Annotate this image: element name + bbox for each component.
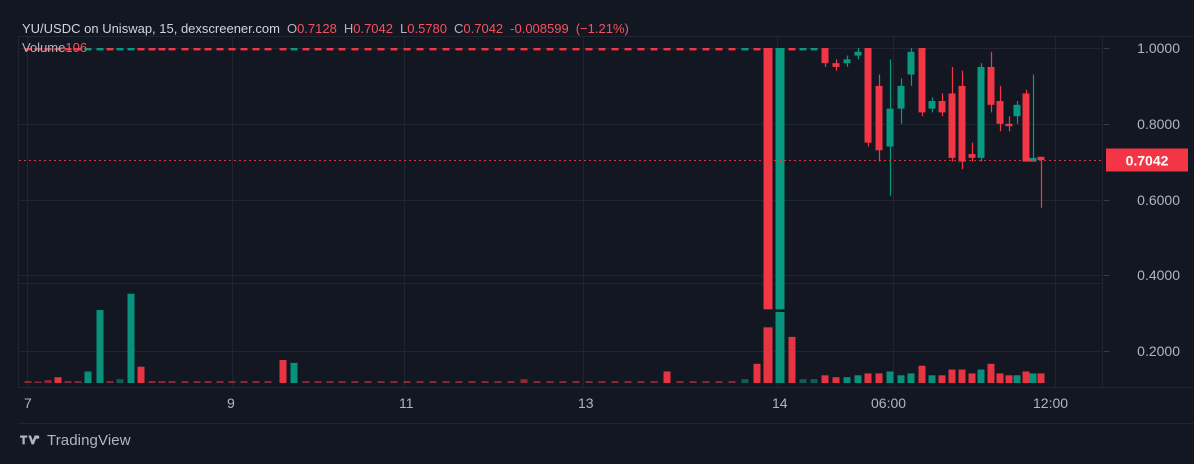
legend-high-label: H bbox=[343, 21, 354, 36]
legend-high-value: 0.7042 bbox=[353, 21, 393, 36]
time-tick-label: 12:00 bbox=[1033, 395, 1069, 411]
time-tick-label: 9 bbox=[227, 395, 235, 411]
time-tick-label: 7 bbox=[24, 395, 32, 411]
chart-legend: YU/USDC on Uniswap, 15, dexscreener.com O… bbox=[22, 21, 629, 37]
tradingview-logo-icon bbox=[20, 434, 40, 448]
legend-open-value: 0.7128 bbox=[297, 21, 337, 36]
price-tick-label: 0.8000 bbox=[1137, 115, 1180, 132]
price-tick-label: 1.0000 bbox=[1137, 40, 1180, 56]
tradingview-wordmark: TradingView bbox=[47, 432, 131, 449]
legend-open-label: O bbox=[286, 21, 298, 36]
price-tick-mark bbox=[1104, 275, 1109, 276]
time-tick-label: 06:00 bbox=[871, 395, 907, 411]
volume-legend-value: 106 bbox=[65, 40, 88, 55]
legend-low-label: L bbox=[400, 21, 408, 36]
time-axis-pane[interactable] bbox=[18, 388, 1194, 424]
price-tick-label: 0.4000 bbox=[1137, 267, 1180, 284]
legend-close-value: 0.7042 bbox=[463, 21, 504, 36]
legend-change-absolute: -0.008599 bbox=[510, 21, 569, 36]
price-tick-label: 0.2000 bbox=[1137, 343, 1180, 359]
legend-close-label: C bbox=[454, 21, 464, 36]
time-tick-label: 14 bbox=[772, 395, 788, 411]
legend-symbol[interactable]: YU/USDC on Uniswap, 15, dexscreener.com bbox=[22, 21, 280, 36]
tradingview-branding[interactable]: TradingView bbox=[20, 432, 131, 449]
price-tick-mark bbox=[1104, 124, 1109, 125]
time-tick-label: 11 bbox=[399, 395, 414, 411]
price-tick-mark bbox=[1104, 48, 1109, 49]
volume-legend-label[interactable]: Volume bbox=[22, 40, 66, 55]
price-tick-label: 0.6000 bbox=[1137, 191, 1180, 208]
volume-legend: Volume106 bbox=[22, 40, 87, 56]
price-tick-mark bbox=[1104, 200, 1109, 201]
price-tick-mark bbox=[1104, 351, 1109, 352]
legend-change-percent: (−1.21%) bbox=[575, 21, 629, 36]
legend-low-value: 0.5780 bbox=[407, 21, 447, 36]
price-pane[interactable] bbox=[18, 36, 1103, 388]
price-axis-pane[interactable] bbox=[1103, 36, 1194, 388]
current-price-badge[interactable]: 0.7042 bbox=[1106, 148, 1188, 172]
time-tick-label: 13 bbox=[578, 395, 594, 411]
